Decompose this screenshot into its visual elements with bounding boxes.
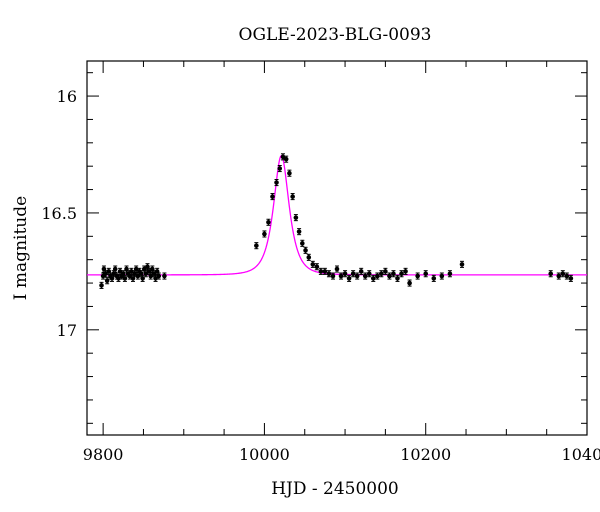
- data-point: [459, 262, 465, 267]
- data-point: [362, 273, 368, 279]
- data-point: [366, 271, 372, 277]
- data-point: [342, 271, 348, 277]
- data-point: [391, 271, 396, 277]
- axis-tick-labels: 9800 10000 10200 10400 16 16.5 17: [41, 87, 600, 464]
- data-point: [415, 273, 420, 279]
- data-point: [447, 271, 453, 277]
- data-point: [300, 241, 305, 246]
- plot-frame: [86, 60, 588, 436]
- data-point: [116, 276, 121, 281]
- data-point: [303, 248, 308, 253]
- data-point: [266, 219, 271, 225]
- chart-title: OGLE-2023-BLG-0093: [239, 25, 432, 45]
- data-point: [306, 255, 312, 260]
- data-point: [338, 273, 344, 279]
- data-point: [556, 273, 562, 279]
- data-point: [439, 273, 445, 279]
- y-tick-label: 16.5: [41, 204, 77, 223]
- data-point: [293, 215, 299, 220]
- y-tick-label: 17: [57, 321, 77, 340]
- model-curve: [87, 154, 587, 276]
- data-point: [399, 271, 404, 277]
- data-point: [407, 280, 412, 286]
- data-point: [354, 273, 360, 279]
- data-point: [431, 276, 437, 281]
- data-point: [375, 273, 380, 279]
- data-point: [103, 271, 108, 277]
- data-point: [133, 266, 139, 272]
- data-point: [140, 276, 145, 281]
- data-point: [296, 229, 302, 234]
- data-point: [99, 283, 104, 288]
- data-point: [262, 231, 267, 237]
- data-points: [99, 153, 574, 289]
- data-point: [322, 269, 328, 274]
- data-point: [283, 156, 289, 162]
- data-point: [153, 276, 158, 281]
- data-point: [280, 154, 286, 160]
- x-tick-label: 10200: [400, 445, 451, 464]
- data-point: [370, 276, 376, 281]
- data-point: [254, 243, 259, 248]
- data-point: [112, 266, 118, 272]
- data-point: [403, 269, 408, 274]
- x-tick-label: 10400: [562, 445, 600, 464]
- data-point: [564, 273, 570, 279]
- data-point: [330, 273, 336, 279]
- data-point: [122, 276, 128, 281]
- y-axis-label: I magnitude: [11, 196, 31, 300]
- data-point: [277, 166, 283, 171]
- data-point: [383, 269, 388, 274]
- data-point: [143, 271, 149, 277]
- data-point: [290, 194, 295, 199]
- data-point: [395, 276, 400, 281]
- data-point: [310, 262, 316, 267]
- x-tick-label: 10000: [239, 445, 290, 464]
- data-point: [287, 170, 292, 176]
- axis-ticks: [87, 61, 588, 435]
- data-point: [156, 273, 162, 279]
- data-point: [129, 269, 134, 274]
- data-point: [334, 266, 340, 272]
- data-point: [568, 276, 574, 281]
- data-point: [162, 273, 167, 279]
- data-point: [350, 271, 356, 277]
- data-point: [346, 276, 352, 281]
- data-point: [274, 180, 279, 185]
- data-point: [548, 271, 554, 277]
- y-tick-label: 16: [57, 87, 77, 106]
- data-point: [318, 269, 324, 274]
- x-axis-label: HJD - 2450000: [271, 479, 399, 499]
- x-tick-label: 9800: [83, 445, 124, 464]
- data-point: [104, 278, 110, 284]
- data-point: [379, 271, 384, 277]
- data-point: [358, 269, 364, 274]
- data-point: [326, 271, 332, 277]
- data-point: [423, 271, 429, 277]
- data-point: [560, 271, 566, 277]
- data-point: [314, 264, 320, 270]
- data-point: [387, 273, 392, 279]
- data-point: [148, 273, 154, 279]
- data-point: [270, 194, 275, 199]
